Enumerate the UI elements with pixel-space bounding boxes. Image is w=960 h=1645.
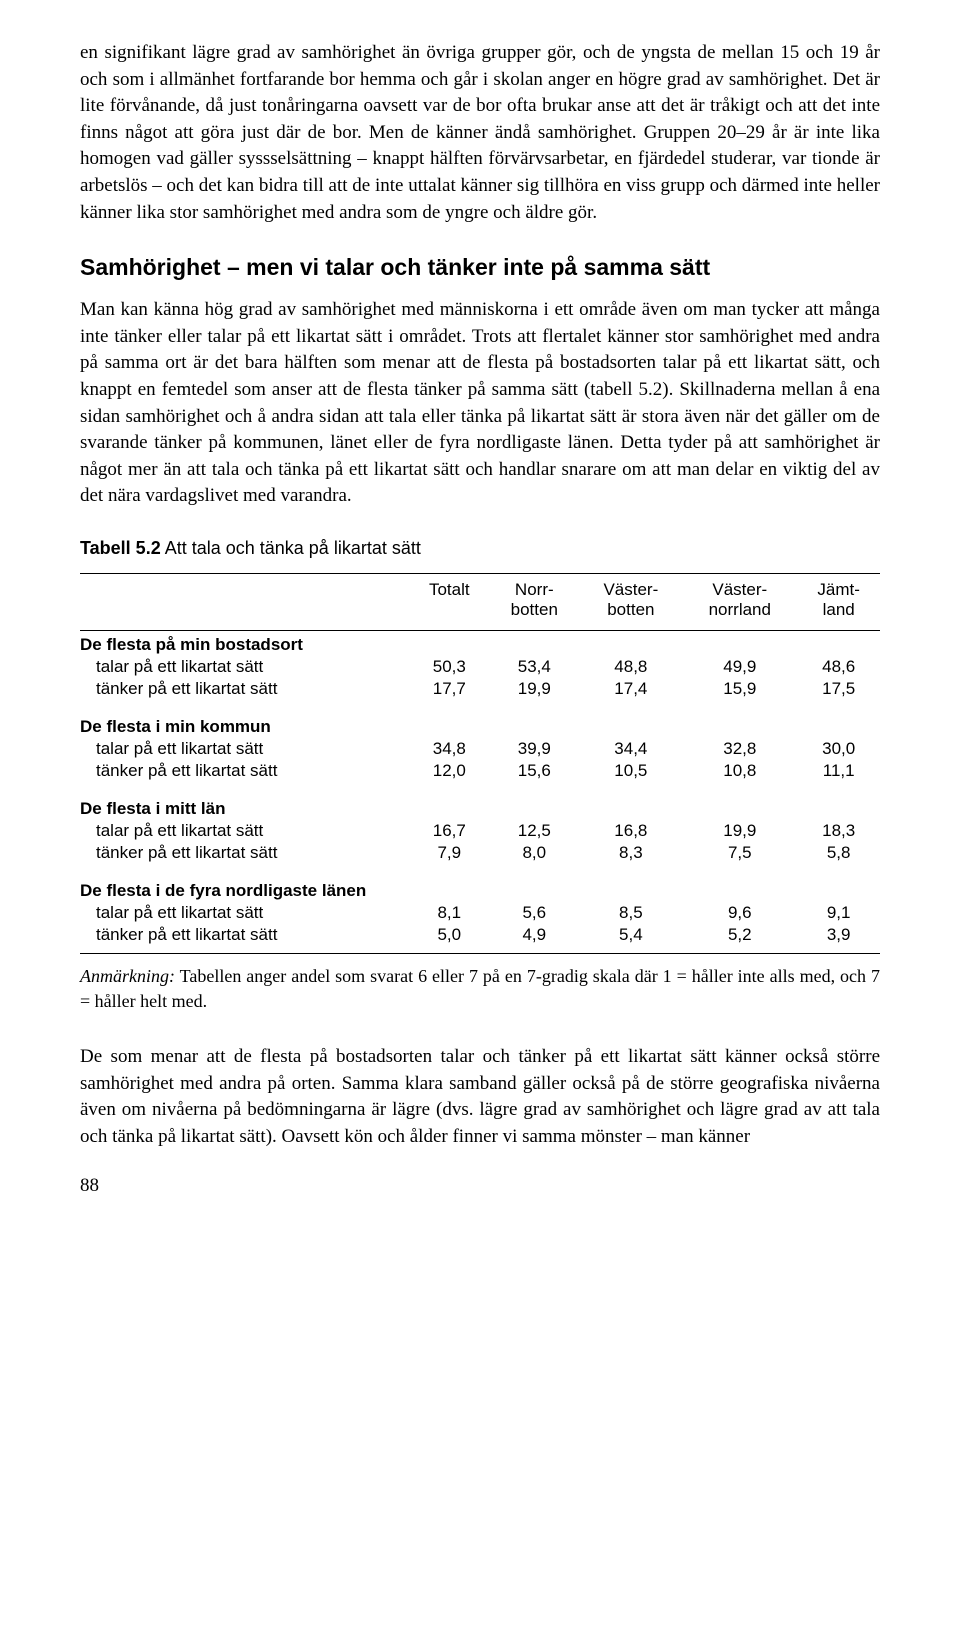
paragraph-3: De som menar att de flesta på bostadsort… [80, 1044, 880, 1150]
table-title: Tabell 5.2 Att tala och tänka på likarta… [80, 538, 880, 559]
data-table: Totalt Norr-botten Väster-botten Väster-… [80, 573, 880, 954]
cell-value: 39,9 [489, 738, 579, 760]
paragraph-1: en signifikant lägre grad av samhörighet… [80, 40, 880, 226]
cell-value: 8,3 [579, 842, 682, 871]
table-group-head: De flesta i min kommun [80, 707, 880, 738]
table-row: talar på ett likartat sätt50,353,448,849… [80, 656, 880, 678]
row-label: talar på ett likartat sätt [80, 738, 410, 760]
cell-value: 7,5 [682, 842, 797, 871]
page-number: 88 [80, 1175, 880, 1197]
table-row: tänker på ett likartat sätt17,719,917,41… [80, 678, 880, 707]
cell-value: 15,9 [682, 678, 797, 707]
row-label: tänker på ett likartat sätt [80, 842, 410, 871]
page: en signifikant lägre grad av samhörighet… [0, 0, 960, 1237]
cell-value: 8,0 [489, 842, 579, 871]
cell-value: 8,1 [410, 902, 490, 924]
table-col-vasternorrland: Väster-norrland [682, 573, 797, 630]
row-label: talar på ett likartat sätt [80, 656, 410, 678]
cell-value: 10,5 [579, 760, 682, 789]
cell-value: 49,9 [682, 656, 797, 678]
row-label: talar på ett likartat sätt [80, 820, 410, 842]
section-heading: Samhörighet – men vi talar och tänker in… [80, 254, 880, 281]
table-group-head: De flesta i de fyra nordligaste länen [80, 871, 880, 902]
cell-value: 53,4 [489, 656, 579, 678]
cell-value: 9,6 [682, 902, 797, 924]
row-label: tänker på ett likartat sätt [80, 760, 410, 789]
cell-value: 5,2 [682, 924, 797, 954]
cell-value: 17,7 [410, 678, 490, 707]
table-row: talar på ett likartat sätt8,15,68,59,69,… [80, 902, 880, 924]
table-row: tänker på ett likartat sätt5,04,95,45,23… [80, 924, 880, 954]
table-col-norrbotten: Norr-botten [489, 573, 579, 630]
cell-value: 5,0 [410, 924, 490, 954]
cell-value: 11,1 [797, 760, 880, 789]
cell-value: 16,8 [579, 820, 682, 842]
table-group-head: De flesta på min bostadsort [80, 630, 880, 656]
cell-value: 12,0 [410, 760, 490, 789]
cell-value: 17,4 [579, 678, 682, 707]
table-group-head: De flesta i mitt län [80, 789, 880, 820]
group-head-cell: De flesta på min bostadsort [80, 630, 880, 656]
cell-value: 17,5 [797, 678, 880, 707]
note-text: Tabellen anger andel som svarat 6 eller … [80, 966, 880, 1011]
cell-value: 8,5 [579, 902, 682, 924]
cell-value: 9,1 [797, 902, 880, 924]
paragraph-2: Man kan känna hög grad av samhörighet me… [80, 297, 880, 510]
cell-value: 5,8 [797, 842, 880, 871]
table-row: tänker på ett likartat sätt7,98,08,37,55… [80, 842, 880, 871]
cell-value: 5,6 [489, 902, 579, 924]
cell-value: 3,9 [797, 924, 880, 954]
group-head-cell: De flesta i de fyra nordligaste länen [80, 871, 880, 902]
cell-value: 18,3 [797, 820, 880, 842]
cell-value: 34,4 [579, 738, 682, 760]
table-row: tänker på ett likartat sätt12,015,610,51… [80, 760, 880, 789]
table-col-totalt: Totalt [410, 573, 490, 630]
cell-value: 5,4 [579, 924, 682, 954]
cell-value: 48,8 [579, 656, 682, 678]
table-row: talar på ett likartat sätt16,712,516,819… [80, 820, 880, 842]
cell-value: 7,9 [410, 842, 490, 871]
cell-value: 34,8 [410, 738, 490, 760]
row-label: talar på ett likartat sätt [80, 902, 410, 924]
table-col-vasterbotten: Väster-botten [579, 573, 682, 630]
group-head-cell: De flesta i mitt län [80, 789, 880, 820]
cell-value: 30,0 [797, 738, 880, 760]
table-note: Anmärkning: Tabellen anger andel som sva… [80, 964, 880, 1014]
row-label: tänker på ett likartat sätt [80, 678, 410, 707]
cell-value: 15,6 [489, 760, 579, 789]
group-head-cell: De flesta i min kommun [80, 707, 880, 738]
cell-value: 19,9 [489, 678, 579, 707]
cell-value: 10,8 [682, 760, 797, 789]
cell-value: 48,6 [797, 656, 880, 678]
cell-value: 50,3 [410, 656, 490, 678]
cell-value: 16,7 [410, 820, 490, 842]
note-label: Anmärkning: [80, 966, 175, 986]
table-title-rest: Att tala och tänka på likartat sätt [161, 538, 421, 558]
cell-value: 32,8 [682, 738, 797, 760]
row-label: tänker på ett likartat sätt [80, 924, 410, 954]
table-body: De flesta på min bostadsorttalar på ett … [80, 630, 880, 953]
table-row: talar på ett likartat sätt34,839,934,432… [80, 738, 880, 760]
cell-value: 4,9 [489, 924, 579, 954]
table-title-prefix: Tabell 5.2 [80, 538, 161, 558]
cell-value: 12,5 [489, 820, 579, 842]
cell-value: 19,9 [682, 820, 797, 842]
table-col-empty [80, 573, 410, 630]
table-header-row: Totalt Norr-botten Väster-botten Väster-… [80, 573, 880, 630]
table-col-jamtland: Jämt-land [797, 573, 880, 630]
